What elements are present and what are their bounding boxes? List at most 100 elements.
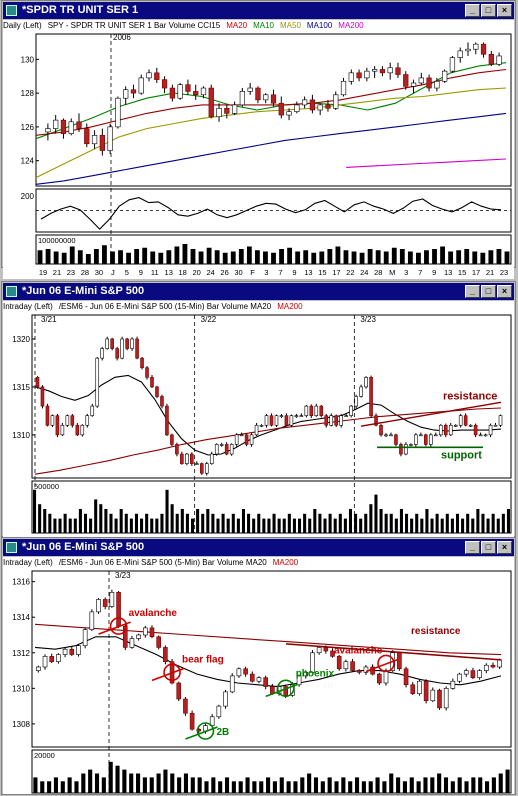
candle — [264, 415, 269, 426]
x-tick-label: 23 — [500, 268, 508, 277]
close-button[interactable]: × — [497, 4, 512, 17]
plot-frame — [31, 570, 512, 748]
candle — [109, 592, 115, 607]
volume-bar — [190, 777, 195, 793]
x-tick-label: 13 — [165, 268, 173, 277]
x-tick-label: 22 — [346, 268, 354, 277]
candle — [224, 108, 230, 114]
candle — [135, 338, 139, 359]
candle — [458, 415, 463, 426]
candle — [304, 405, 309, 416]
candle — [433, 434, 438, 437]
candle — [483, 434, 488, 437]
cci-line — [40, 197, 502, 230]
candle — [356, 670, 362, 673]
volume-bar — [170, 773, 175, 793]
candle — [417, 680, 422, 694]
resistance-label: resistance — [443, 390, 497, 402]
volume-bar — [450, 781, 455, 793]
daily-chart[interactable]: 124 126 128 130 2006 200 100000000 19 21 23 28 30 J 5… — [3, 32, 514, 279]
candle — [149, 627, 155, 638]
y-tick-label: 1310 — [12, 431, 30, 440]
x-tick-label: 28 — [81, 268, 89, 277]
info-item: SPY - SPDR TR UNIT SER 1 Bar Volume CCI1… — [47, 21, 221, 30]
volume-bar — [272, 781, 277, 793]
candle — [209, 453, 214, 464]
volume-bar — [170, 504, 174, 533]
candle — [156, 636, 161, 648]
volume-bar — [134, 249, 140, 264]
volume-bar — [471, 518, 475, 533]
volume-bar — [375, 777, 380, 793]
volume-bar — [216, 518, 220, 533]
candle — [175, 444, 179, 455]
volume-bar — [435, 513, 439, 533]
volume-bar — [348, 781, 353, 793]
volume-bar — [262, 518, 266, 533]
candle — [263, 94, 269, 101]
candle — [89, 611, 95, 630]
candle — [229, 444, 234, 455]
volume-bar — [252, 518, 256, 533]
candle — [339, 415, 343, 426]
volume-bar — [47, 781, 52, 793]
candle — [129, 638, 135, 648]
volume-bar — [391, 247, 397, 264]
candle — [493, 424, 498, 427]
volume-bar — [204, 781, 209, 793]
candle — [348, 72, 354, 82]
candle — [453, 424, 458, 427]
candle — [325, 104, 331, 109]
volume-bar — [60, 781, 65, 793]
candle — [414, 434, 418, 445]
pattern-marker-line — [265, 683, 298, 698]
candle — [374, 415, 378, 426]
volume-bar — [61, 252, 67, 264]
candle — [394, 434, 398, 445]
volume-bar — [311, 252, 317, 264]
5min-chart[interactable]: 1308 1310 1312 1314 1316 3/23 avalanche bear fl… — [3, 569, 514, 794]
close-button[interactable]: × — [497, 541, 512, 554]
info-item: /ESM6 - Jun 06 E-Mini S&P 500 (15-Min) B… — [58, 302, 272, 311]
volume-bar — [136, 773, 141, 793]
candle — [316, 647, 322, 654]
volume-bar — [33, 489, 37, 533]
volume-bar — [383, 251, 389, 264]
volume-tick-label: 20000 — [34, 751, 55, 760]
x-tick-label: 30 — [95, 268, 103, 277]
resistance-label: resistance — [411, 626, 461, 637]
candle — [410, 82, 417, 87]
candle — [465, 48, 471, 52]
maximize-button[interactable]: □ — [481, 285, 496, 298]
candle — [176, 682, 182, 700]
volume-bar — [197, 777, 202, 793]
app-icon — [6, 286, 17, 297]
candle — [463, 415, 468, 426]
x-tick-label: 11 — [151, 268, 159, 277]
volume-bar — [333, 518, 337, 533]
minimize-button[interactable]: _ — [465, 4, 480, 17]
maximize-button[interactable]: □ — [481, 4, 496, 17]
pattern-marker-circle — [276, 679, 295, 698]
volume-bar — [389, 513, 393, 533]
candle — [259, 424, 264, 427]
candle — [377, 673, 382, 684]
minimize-button[interactable]: _ — [465, 541, 480, 554]
volume-bar — [129, 773, 134, 793]
candle — [423, 680, 429, 702]
candle — [130, 338, 134, 349]
volume-bar — [287, 247, 293, 264]
maximize-button[interactable]: □ — [481, 541, 496, 554]
15min-chart[interactable]: 1310 1315 1320 3/21 3/22 3/23 resistance suppor… — [3, 313, 514, 548]
candle — [76, 121, 82, 129]
candle — [488, 424, 493, 436]
volume-bar — [271, 252, 276, 264]
pattern-marker-line — [185, 726, 218, 740]
close-button[interactable]: × — [497, 285, 512, 298]
candle — [448, 424, 453, 436]
candle — [36, 666, 41, 671]
y-tick-label: 126 — [21, 123, 35, 132]
volume-bar — [313, 777, 319, 793]
volume-bar — [110, 251, 115, 264]
minimize-button[interactable]: _ — [465, 285, 480, 298]
